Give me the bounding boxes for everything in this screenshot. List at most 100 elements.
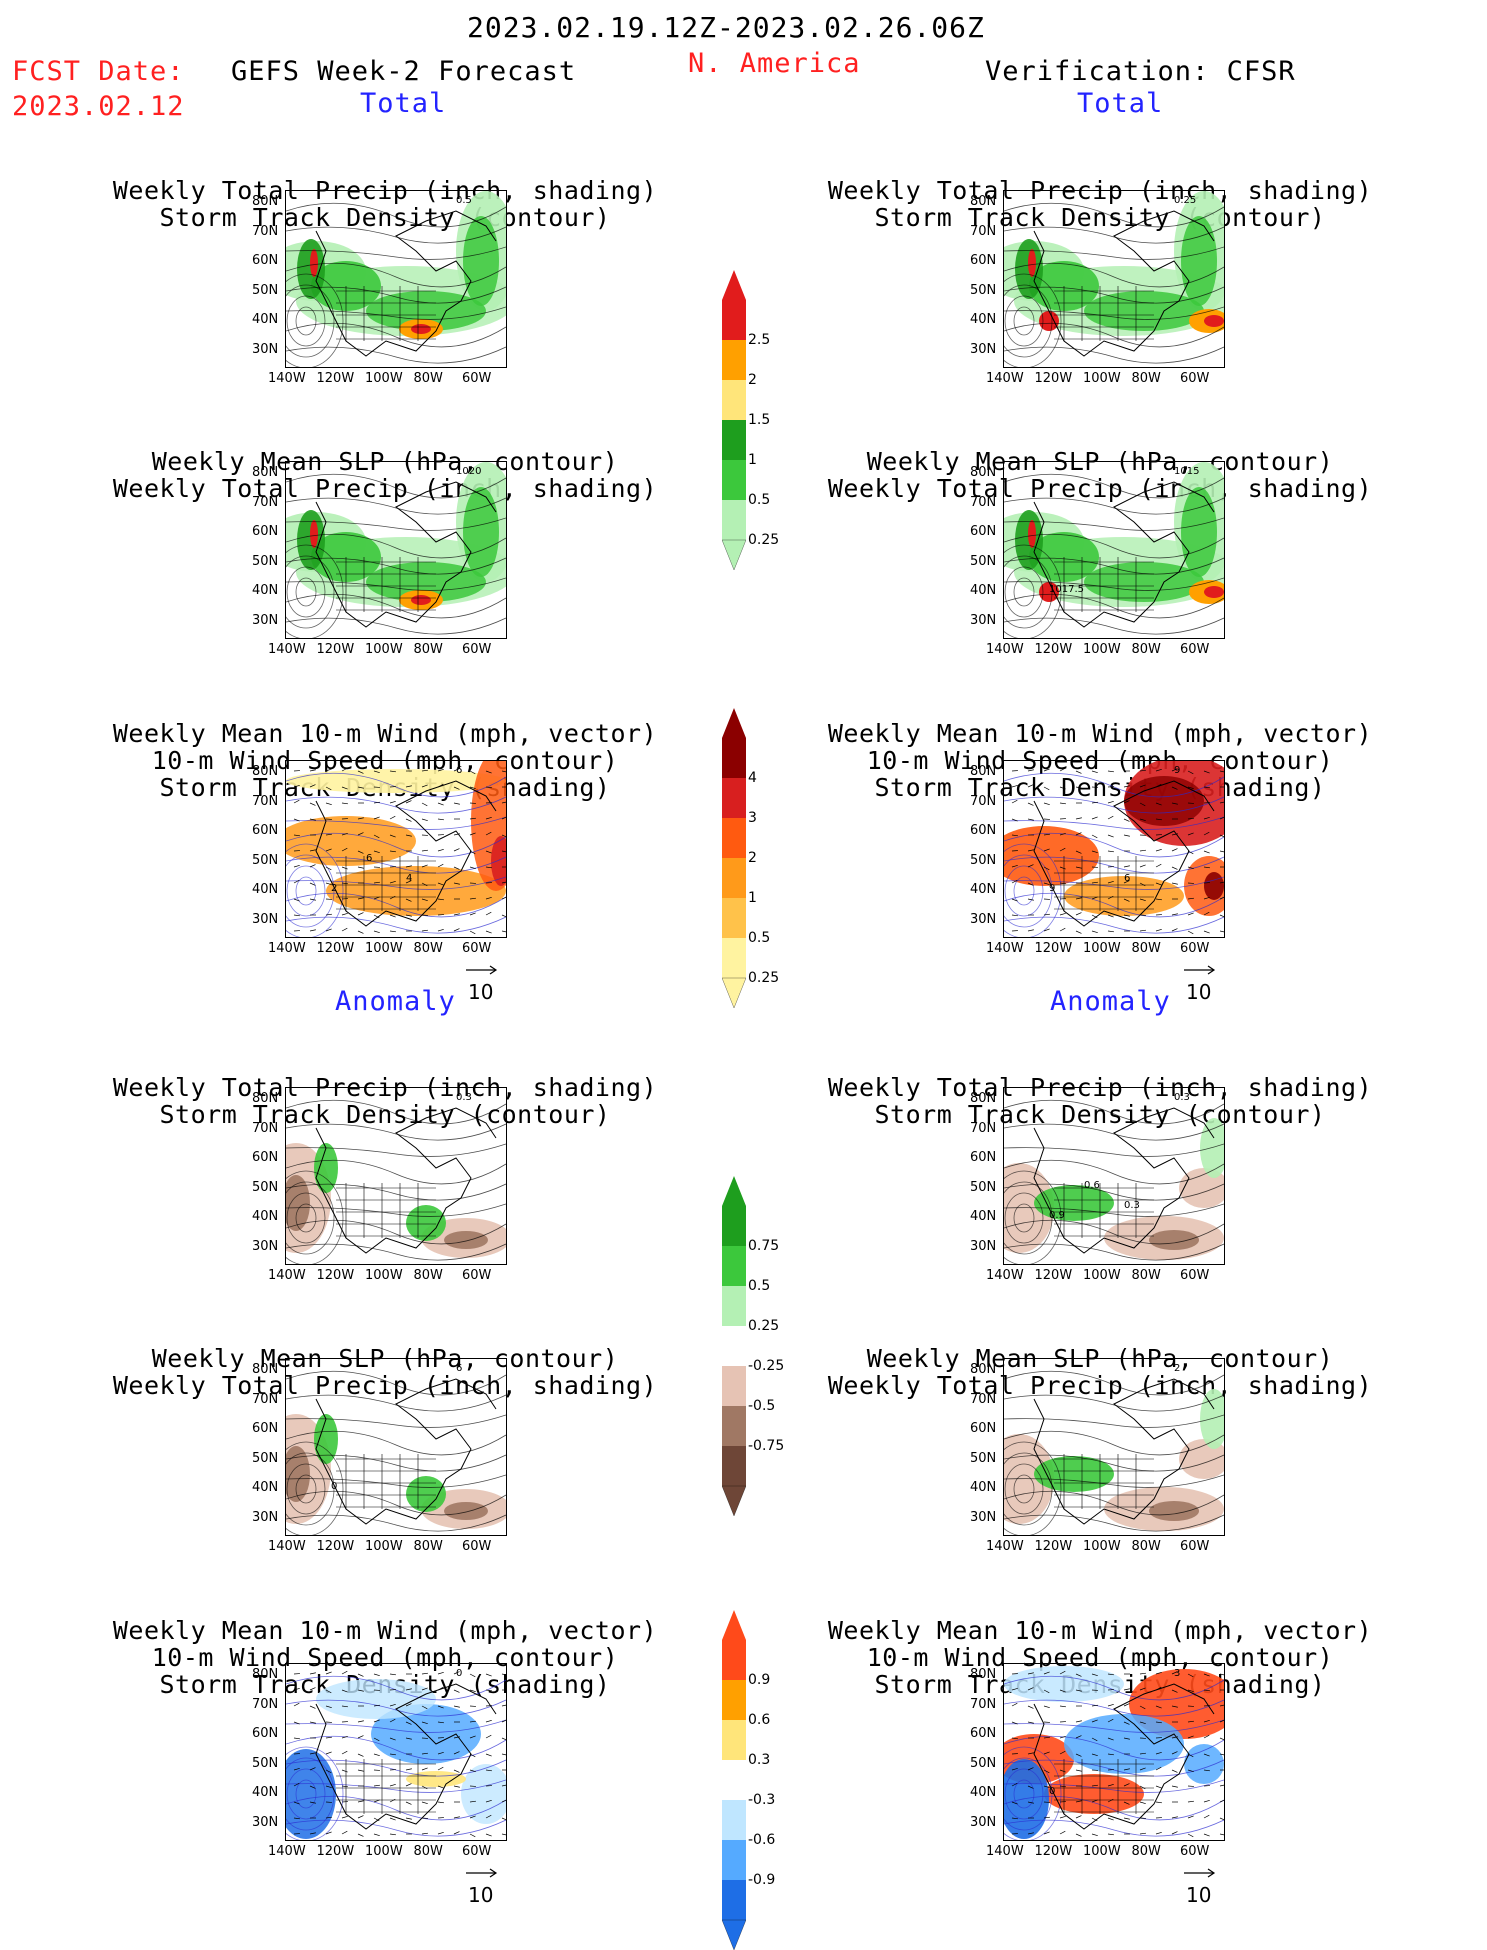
map-canvas: 996	[1004, 761, 1224, 937]
wind-vector	[1108, 1704, 1114, 1706]
lat-tick-label: 80N	[970, 1091, 996, 1106]
colorbar-segment	[722, 1246, 746, 1286]
wind-vector	[1076, 931, 1081, 933]
wind-vector	[1172, 867, 1177, 869]
wind-vector	[326, 803, 332, 805]
fcst-date-value: 2023.02.12	[12, 93, 185, 120]
colorbar-segment	[722, 1760, 746, 1800]
contour-line	[286, 618, 506, 634]
lon-tick-label: 100W	[365, 1844, 403, 1859]
extreme-precip	[1028, 520, 1036, 548]
extreme-precip	[310, 249, 318, 277]
lat-tick-label: 50N	[252, 1451, 278, 1466]
lat-tick-label: 50N	[252, 1180, 278, 1195]
wind-vector	[310, 770, 316, 771]
lon-tick-label: 80W	[414, 1268, 443, 1283]
wind-vector	[1060, 1831, 1065, 1834]
vector-reference: 10	[1183, 1859, 1217, 1907]
wind-vector	[1044, 787, 1049, 790]
map-canvas: 0.25	[1004, 191, 1224, 367]
lon-tick-label: 120W	[317, 642, 355, 657]
wind-vector	[1140, 930, 1146, 931]
lat-tick-label: 40N	[970, 1209, 996, 1224]
contour-label: 2	[1174, 1363, 1180, 1374]
wind-vector	[1172, 1770, 1177, 1772]
contour-label: 0.25	[1174, 195, 1196, 206]
colorbar-label: 2	[748, 850, 757, 866]
lon-tick-label: 100W	[1083, 1539, 1121, 1554]
storm-density	[326, 866, 506, 916]
lon-tick-label: 100W	[1083, 941, 1121, 956]
wind-vector	[1188, 1801, 1194, 1802]
contour-line	[1004, 1100, 1224, 1124]
contour-label: 2	[331, 883, 337, 894]
lat-tick-label: 30N	[970, 1239, 996, 1254]
colorbar-segment	[722, 1640, 746, 1680]
wind-vector	[310, 899, 316, 900]
lat-tick-label: 70N	[970, 1121, 996, 1136]
colorbar-segment	[722, 1326, 746, 1366]
lon-tick-label: 140W	[268, 371, 306, 386]
contour-label: 9	[1174, 765, 1180, 776]
wind-vector	[1124, 1818, 1130, 1819]
extreme-precip	[411, 595, 431, 605]
colorbar-label: 0.6	[748, 1712, 770, 1728]
lat-tick-label: 50N	[252, 1756, 278, 1771]
wind-vector	[1124, 819, 1129, 821]
wind-vector	[358, 1834, 363, 1836]
lat-tick-label: 60N	[970, 1150, 996, 1165]
colorbar-segment	[722, 1880, 746, 1920]
region-title: N. America	[688, 50, 861, 77]
lon-tick-label: 120W	[317, 1539, 355, 1554]
extreme-precip	[411, 324, 431, 334]
colorbar-3	[722, 1176, 746, 1516]
colorbar-segment	[722, 420, 746, 460]
wind-vector	[294, 800, 299, 803]
lat-tick-label: 40N	[252, 1480, 278, 1495]
contour-line	[287, 866, 325, 916]
wind-vector	[470, 1834, 475, 1837]
colorbar-label: 3	[748, 810, 757, 826]
wind-vector	[326, 769, 332, 771]
lat-tick-label: 80N	[252, 1667, 278, 1682]
wind-vector	[1044, 769, 1050, 771]
wind-vector	[1108, 816, 1113, 819]
wind-vector	[390, 816, 395, 819]
wind-vector	[342, 1831, 347, 1834]
lat-tick-label: 70N	[252, 1121, 278, 1136]
contour-label: 0.3	[1124, 1200, 1140, 1211]
lat-tick-label: 80N	[252, 1091, 278, 1106]
negative-density	[1184, 1744, 1224, 1784]
lon-tick-label: 80W	[1132, 642, 1161, 657]
colorbar-label: -0.25	[748, 1358, 784, 1374]
wind-vector	[310, 1688, 315, 1690]
wind-vector	[454, 1690, 459, 1692]
contour-line	[1004, 1395, 1224, 1411]
colorbar-label: 0.5	[748, 1278, 770, 1294]
colorbar-2	[722, 708, 746, 1008]
lon-tick-label: 60W	[462, 642, 491, 657]
map-canvas: 0.30.90.30.6	[1004, 1088, 1224, 1264]
lon-tick-label: 80W	[1132, 941, 1161, 956]
lat-tick-label: 80N	[252, 465, 278, 480]
wind-vector	[438, 1832, 444, 1834]
contour-label: 6	[456, 765, 462, 776]
lon-tick-label: 140W	[986, 1844, 1024, 1859]
wind-vector	[1092, 1834, 1098, 1836]
wind-vector	[358, 1816, 363, 1818]
wind-vector	[342, 1671, 347, 1674]
colorbar-label: 1	[748, 452, 757, 468]
wind-vector	[1108, 1818, 1114, 1820]
map-canvas: 1020	[286, 462, 506, 638]
lon-tick-label: 80W	[414, 371, 443, 386]
colorbar-label: 1	[748, 890, 757, 906]
wind-vector	[1204, 1815, 1209, 1818]
map-canvas: 30	[1004, 1664, 1224, 1840]
lat-tick-label: 80N	[970, 194, 996, 209]
lon-tick-label: 100W	[1083, 642, 1121, 657]
lon-tick-label: 140W	[268, 1268, 306, 1283]
map-cfsr-total-precip: 0.25	[1003, 190, 1225, 368]
wind-vector	[1172, 883, 1178, 884]
wind-vector	[1220, 1834, 1224, 1835]
wind-vector	[374, 1674, 380, 1676]
